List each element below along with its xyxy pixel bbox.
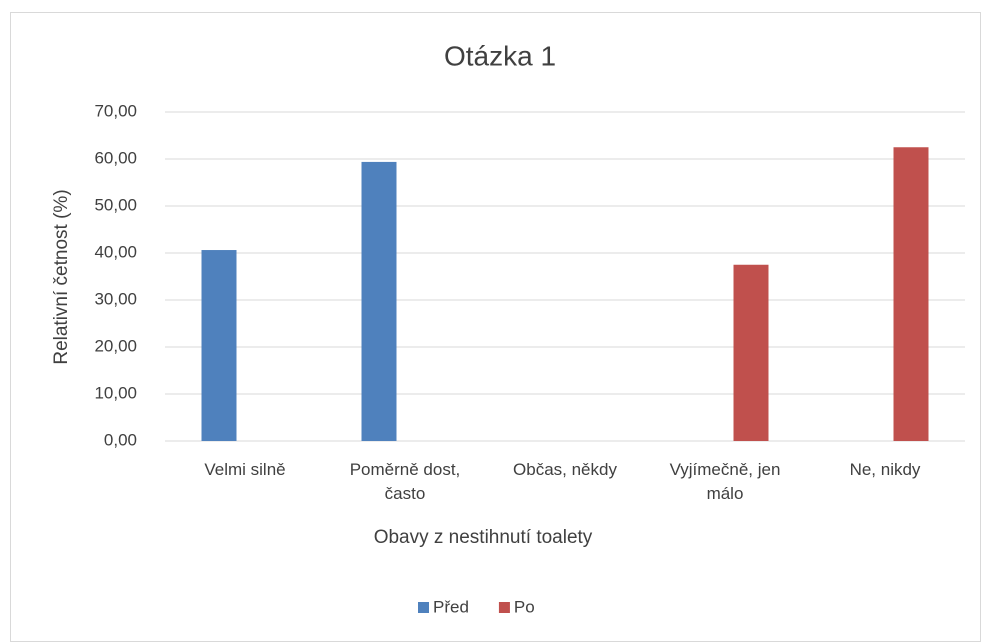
legend-label: Před <box>433 597 469 616</box>
y-axis-title: Relativní četnost (%) <box>51 189 72 364</box>
chart-border <box>10 12 981 642</box>
y-tick-label: 0,00 <box>104 430 137 449</box>
x-tick-label: Velmi silně <box>204 460 286 479</box>
legend-label: Po <box>514 597 535 616</box>
x-tick-label: Vyjímečně, jen málo <box>669 460 781 503</box>
bar <box>893 147 929 441</box>
y-tick-label: 30,00 <box>94 289 137 308</box>
y-tick-label: 60,00 <box>94 148 137 167</box>
x-tick-label-box: Vyjímečně, jen málo <box>669 460 781 503</box>
legend-swatch <box>498 602 510 613</box>
bar <box>361 161 397 441</box>
bar <box>733 264 769 441</box>
y-tick-label: 70,00 <box>94 101 137 120</box>
x-tick-label: Ne, nikdy <box>849 460 921 479</box>
x-tick-label-box: Velmi silně <box>204 460 286 479</box>
chart-title: Otázka 1 <box>444 40 556 71</box>
y-tick-label: 20,00 <box>94 336 137 355</box>
x-tick-label: Poměrně dost, často <box>349 460 461 503</box>
x-tick-label-box: Občas, někdy <box>513 460 617 479</box>
x-axis-title: Obavy z nestihnutí toalety <box>374 527 593 548</box>
x-tick-label: Občas, někdy <box>513 460 617 479</box>
y-tick-label: 10,00 <box>94 383 137 402</box>
y-tick-label: 50,00 <box>94 195 137 214</box>
bar <box>201 250 237 441</box>
legend-swatch <box>418 602 429 613</box>
y-tick-label: 40,00 <box>94 242 137 261</box>
x-tick-label-box: Ne, nikdy <box>849 460 921 479</box>
x-tick-label-box: Poměrně dost, často <box>349 460 461 503</box>
